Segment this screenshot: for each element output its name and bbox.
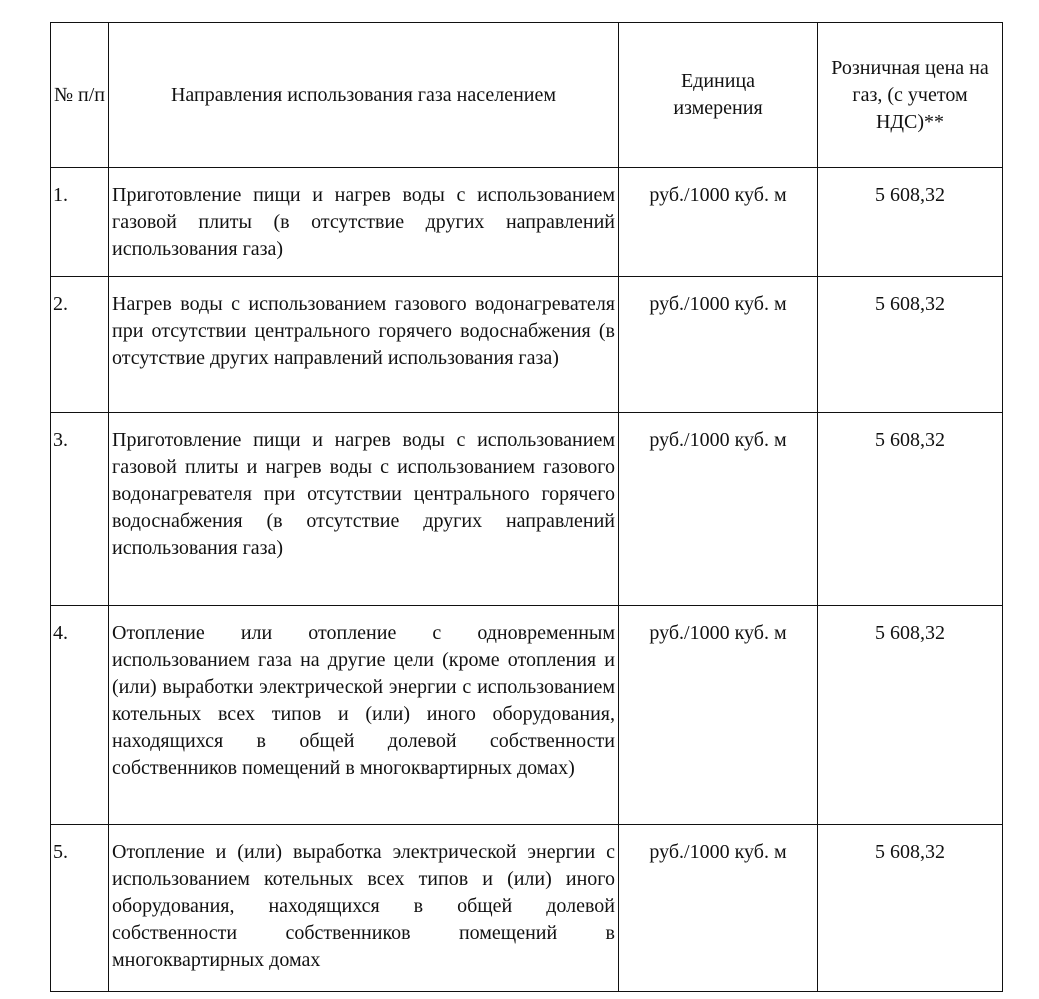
row-direction: Приготовление пищи и нагрев воды с испол… [108, 167, 619, 277]
row-unit: руб./1000 куб. м [618, 824, 818, 992]
table-row: 5. Отопление и (или) выработка электриче… [50, 824, 1003, 992]
header-row: № п/п Направления использования газа нас… [50, 22, 1003, 168]
row-price: 5 608,32 [817, 824, 1003, 992]
row-number: 3. [50, 412, 109, 606]
row-direction: Приготовление пищи и нагрев воды с испол… [108, 412, 619, 606]
row-number: 2. [50, 276, 109, 413]
row-unit: руб./1000 куб. м [618, 276, 818, 413]
row-price: 5 608,32 [817, 412, 1003, 606]
row-price: 5 608,32 [817, 276, 1003, 413]
table-row: 1. Приготовление пищи и нагрев воды с ис… [50, 167, 1003, 277]
row-number: 5. [50, 824, 109, 992]
table-row: 3. Приготовление пищи и нагрев воды с ис… [50, 412, 1003, 606]
gas-price-table: № п/п Направления использования газа нас… [50, 22, 1003, 992]
row-price: 5 608,32 [817, 605, 1003, 825]
row-direction: Нагрев воды с использованием газового во… [108, 276, 619, 413]
header-unit: Единица измерения [618, 22, 818, 168]
row-price: 5 608,32 [817, 167, 1003, 277]
row-number: 4. [50, 605, 109, 825]
table-row: 2. Нагрев воды с использованием газового… [50, 276, 1003, 413]
row-direction: Отопление или отопление с одновременным … [108, 605, 619, 825]
row-unit: руб./1000 куб. м [618, 412, 818, 606]
header-direction: Направления использования газа население… [108, 22, 619, 168]
header-number: № п/п [50, 22, 109, 168]
row-number: 1. [50, 167, 109, 277]
row-unit: руб./1000 куб. м [618, 167, 818, 277]
header-price: Розничная цена на газ, (с учетом НДС)** [817, 22, 1003, 168]
row-unit: руб./1000 куб. м [618, 605, 818, 825]
table-row: 4. Отопление или отопление с одновременн… [50, 605, 1003, 825]
row-direction: Отопление и (или) выработка электрическо… [108, 824, 619, 992]
